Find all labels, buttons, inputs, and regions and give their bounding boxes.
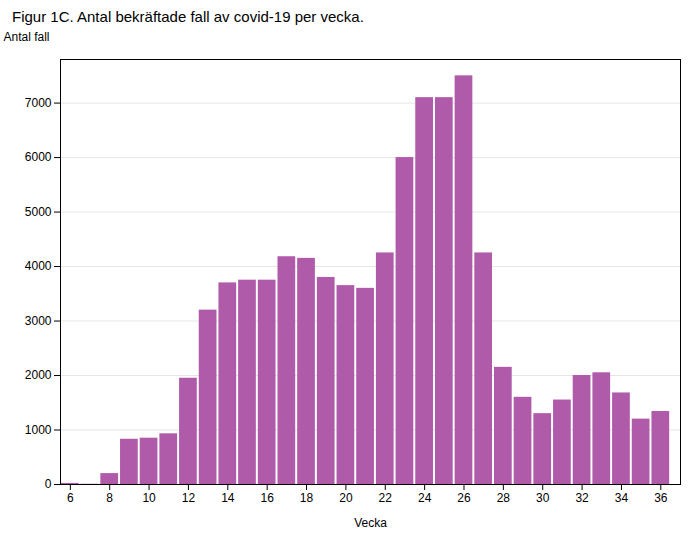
svg-text:28: 28 xyxy=(497,491,511,505)
html-text:Figur 1C. Antal bekräftade fal: Figur 1C. Antal bekräftade fall av covid… xyxy=(12,8,364,25)
svg-text:30: 30 xyxy=(536,491,550,505)
svg-text:20: 20 xyxy=(339,491,353,505)
svg-text:36: 36 xyxy=(654,491,668,505)
svg-text:26: 26 xyxy=(457,491,471,505)
svg-text:8: 8 xyxy=(106,491,113,505)
svg-text:16: 16 xyxy=(260,491,274,505)
svg-text:6000: 6000 xyxy=(25,150,52,164)
svg-text:Antal fall: Antal fall xyxy=(4,30,50,44)
svg-text:2000: 2000 xyxy=(25,368,52,382)
svg-text:1000: 1000 xyxy=(25,423,52,437)
svg-text:34: 34 xyxy=(615,491,629,505)
svg-text:7000: 7000 xyxy=(25,96,52,110)
svg-text:Vecka: Vecka xyxy=(354,516,387,530)
svg-text:14: 14 xyxy=(221,491,235,505)
svg-text:6: 6 xyxy=(67,491,74,505)
svg-text:12: 12 xyxy=(182,491,196,505)
svg-text:0: 0 xyxy=(45,477,52,491)
svg-text:24: 24 xyxy=(418,491,432,505)
svg-text:3000: 3000 xyxy=(25,314,52,328)
svg-text:18: 18 xyxy=(300,491,314,505)
svg-text:5000: 5000 xyxy=(25,205,52,219)
svg-text:10: 10 xyxy=(142,491,156,505)
svg-text:22: 22 xyxy=(379,491,393,505)
svg-text:32: 32 xyxy=(575,491,589,505)
svg-text:4000: 4000 xyxy=(25,259,52,273)
